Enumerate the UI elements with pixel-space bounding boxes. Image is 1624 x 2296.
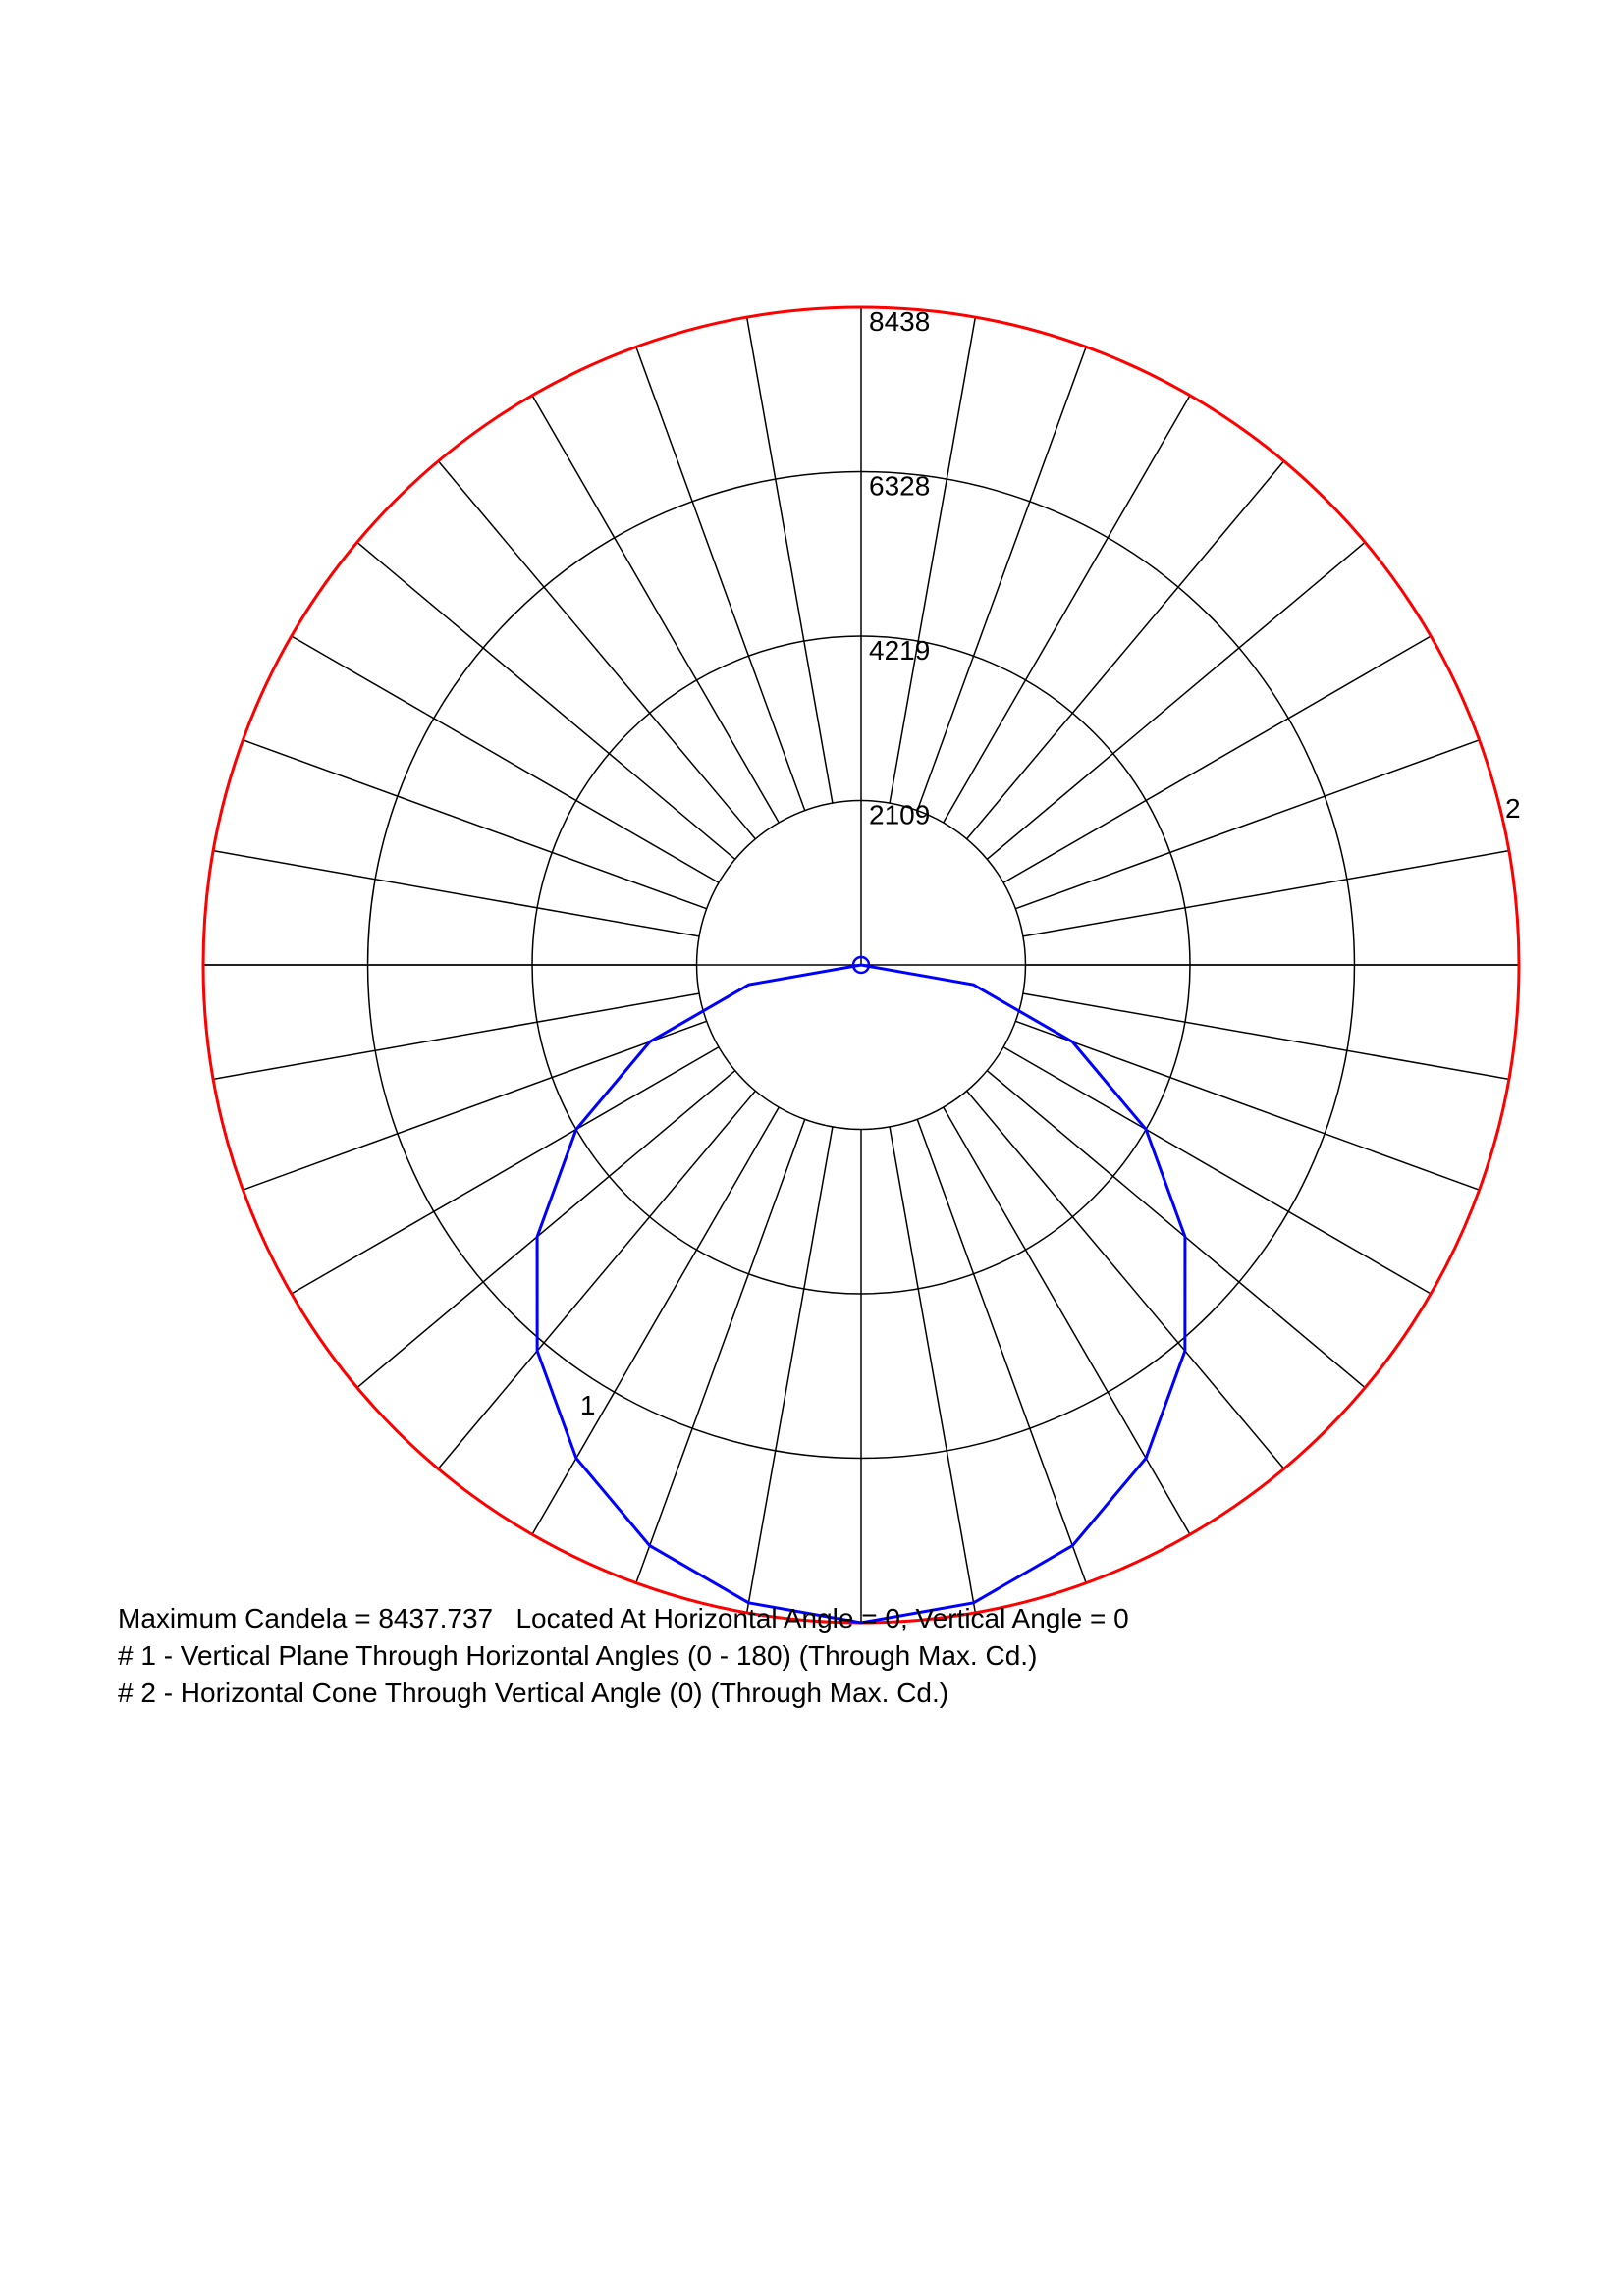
- svg-text:4219: 4219: [869, 635, 930, 666]
- svg-text:2109: 2109: [869, 800, 930, 830]
- svg-text:8438: 8438: [869, 306, 930, 337]
- svg-text:6328: 6328: [869, 471, 930, 502]
- caption-line-2: # 1 - Vertical Plane Through Horizontal …: [118, 1637, 1129, 1675]
- caption-line-3: # 2 - Horizontal Cone Through Vertical A…: [118, 1675, 1129, 1712]
- caption-line-1: Maximum Candela = 8437.737 Located At Ho…: [118, 1600, 1129, 1637]
- page: 2109 4219 6328 8438 1 2 Maximum Candela = 843…: [0, 0, 1624, 2296]
- svg-text:2: 2: [1505, 793, 1521, 824]
- svg-text:1: 1: [580, 1390, 596, 1420]
- chart-caption: Maximum Candela = 8437.737 Located At Ho…: [118, 1600, 1129, 1711]
